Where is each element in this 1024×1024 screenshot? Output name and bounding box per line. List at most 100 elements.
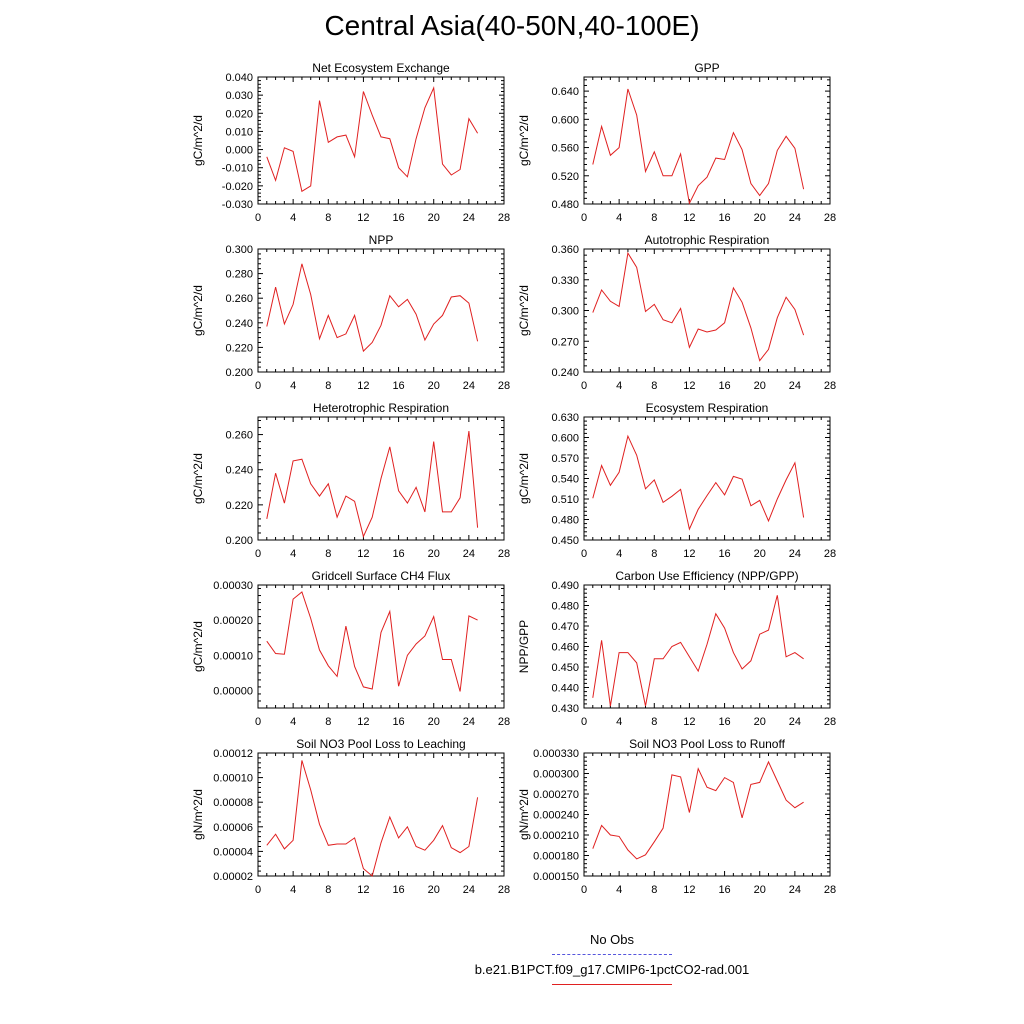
panel-title: NPP [369,233,394,247]
x-tick-label: 4 [616,212,622,224]
y-tick-label: 0.570 [551,453,579,465]
y-tick-label: 0.460 [551,642,579,654]
panel-4: Autotrophic Respiration 0 4 8 12 16 20 24 28 0.24… [517,233,836,392]
x-tick-label: 20 [428,884,440,896]
y-tick-label: 0.220 [225,342,253,354]
x-tick-label: 0 [255,212,261,224]
y-tick-label: 0.040 [225,72,253,84]
y-tick-label: 0.000330 [533,748,579,760]
legend-line-model-run [552,984,672,985]
series-line [592,595,804,707]
series-line [592,760,804,860]
y-tick-label: 0.360 [551,244,579,256]
y-axis-label: gC/m^2/d [517,453,531,504]
x-tick-label: 12 [683,380,695,392]
x-tick-label: 0 [581,884,587,896]
x-tick-label: 12 [357,380,369,392]
y-tick-label: 0.330 [551,275,579,287]
x-tick-label: 20 [428,716,440,728]
plot-frame [583,752,831,877]
panel-9: Soil NO3 Pool Loss to Leaching 0 4 8 12 16 20 2… [191,737,510,896]
y-tick-label: 0.430 [551,703,579,715]
x-tick-label: 16 [392,548,404,560]
x-tick-label: 4 [616,380,622,392]
series-line [266,263,479,353]
x-tick-label: 0 [255,716,261,728]
y-tick-label: 0.520 [551,171,579,183]
legend-line-no-obs [552,954,672,955]
x-tick-label: 0 [255,884,261,896]
y-axis-label: gC/m^2/d [191,453,205,504]
plot-frame [257,584,505,709]
y-tick-label: 0.00004 [213,846,253,858]
y-tick-label: 0.260 [225,293,253,305]
y-tick-label: 0.280 [225,269,253,281]
x-tick-label: 28 [498,380,510,392]
x-tick-label: 24 [789,884,801,896]
panel-6: Ecosystem Respiration 0 4 8 12 16 20 24 28 0.450 0… [517,401,836,560]
panel-10: Soil NO3 Pool Loss to Runoff 0 4 8 12 16 20 24 2… [517,737,836,896]
series-line [592,88,805,205]
x-tick-label: 4 [616,716,622,728]
x-tick-label: 8 [325,548,331,560]
x-tick-label: 8 [651,212,657,224]
x-tick-label: 28 [498,716,510,728]
x-tick-label: 20 [754,884,766,896]
x-tick-label: 0 [255,548,261,560]
y-axis-label: gC/m^2/d [517,285,531,336]
x-tick-label: 24 [789,380,801,392]
y-tick-label: 0.600 [551,114,579,126]
x-tick-label: 0 [255,380,261,392]
y-tick-label: 0.240 [551,367,579,379]
y-tick-label: 0.000270 [533,789,579,801]
y-tick-label: 0.00012 [213,748,253,760]
x-tick-label: 16 [392,380,404,392]
x-tick-label: 24 [463,884,475,896]
y-tick-label: 0.450 [551,662,579,674]
x-tick-label: 16 [718,380,730,392]
panel-title: Autotrophic Respiration [645,233,770,247]
legend-label-no-obs: No Obs [589,932,635,947]
x-tick-label: 16 [392,884,404,896]
x-tick-label: 4 [616,548,622,560]
x-tick-label: 24 [463,716,475,728]
y-tick-label: 0.480 [551,515,579,527]
y-axis-label: gC/m^2/d [191,285,205,336]
y-tick-label: 0.630 [551,412,579,424]
y-tick-label: 0.480 [551,601,579,613]
plot-frame [583,248,831,373]
x-tick-label: 16 [392,716,404,728]
y-tick-label: 0.010 [225,126,253,138]
y-tick-label: 0.030 [225,90,253,102]
y-tick-label: -0.010 [222,163,253,175]
x-tick-label: 16 [718,548,730,560]
y-tick-label: 0.480 [551,199,579,211]
x-tick-label: 24 [463,548,475,560]
x-tick-label: 28 [498,212,510,224]
x-tick-label: 28 [498,884,510,896]
y-tick-label: 0.240 [225,465,253,477]
x-tick-label: 8 [325,380,331,392]
y-axis-label: gN/m^2/d [191,789,205,840]
x-tick-label: 8 [651,548,657,560]
plot-frame [583,76,831,205]
x-tick-label: 4 [290,380,296,392]
y-tick-label: 0.600 [551,433,579,445]
panel-2: GPP 0 4 8 12 16 20 24 28 0.480 0.520 0.560 0.600 0.64… [517,61,836,224]
figure-title: Central Asia(40-50N,40-100E) [324,10,700,41]
panel-8: Carbon Use Efficiency (NPP/GPP) 0 4 8 12 16 20… [517,569,836,728]
panel-title: Net Ecosystem Exchange [312,61,450,75]
panel-title: Soil NO3 Pool Loss to Runoff [629,737,786,751]
y-tick-label: 0.200 [225,367,253,379]
x-tick-label: 12 [357,716,369,728]
x-tick-label: 0 [581,548,587,560]
series-line [266,760,479,877]
x-tick-label: 20 [754,212,766,224]
panel-7: Gridcell Surface CH4 Flux 0 4 8 12 16 20 24 28 0.… [191,569,510,728]
x-tick-label: 28 [824,548,836,560]
x-tick-label: 16 [718,716,730,728]
y-tick-label: -0.020 [222,181,253,193]
y-tick-label: 0.220 [225,500,253,512]
x-tick-label: 28 [498,548,510,560]
